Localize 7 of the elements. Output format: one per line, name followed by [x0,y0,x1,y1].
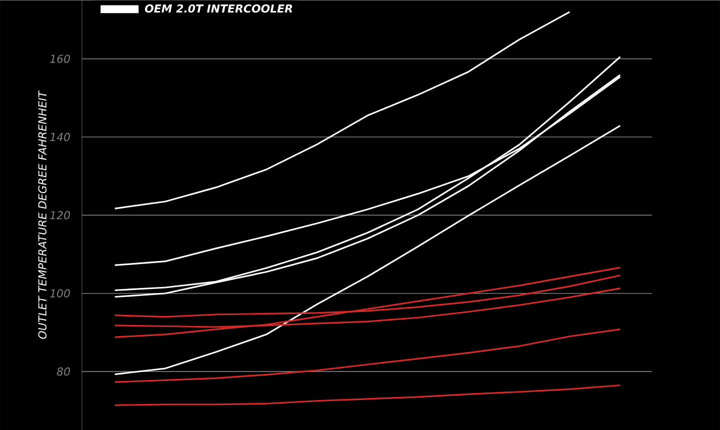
y-tick-label: 80 [56,367,70,376]
y-tick-label: 100 [50,289,70,298]
y-tick-label: 120 [50,210,70,220]
legend-label: OEM 2.0T INTERCOOLER [144,4,292,12]
y-tick-label: 140 [50,132,70,141]
y-axis-title: OUTLET TEMPERATURE DEGREE FAHRENHEIT [38,90,46,339]
y-tick-label: 160 [50,54,70,63]
